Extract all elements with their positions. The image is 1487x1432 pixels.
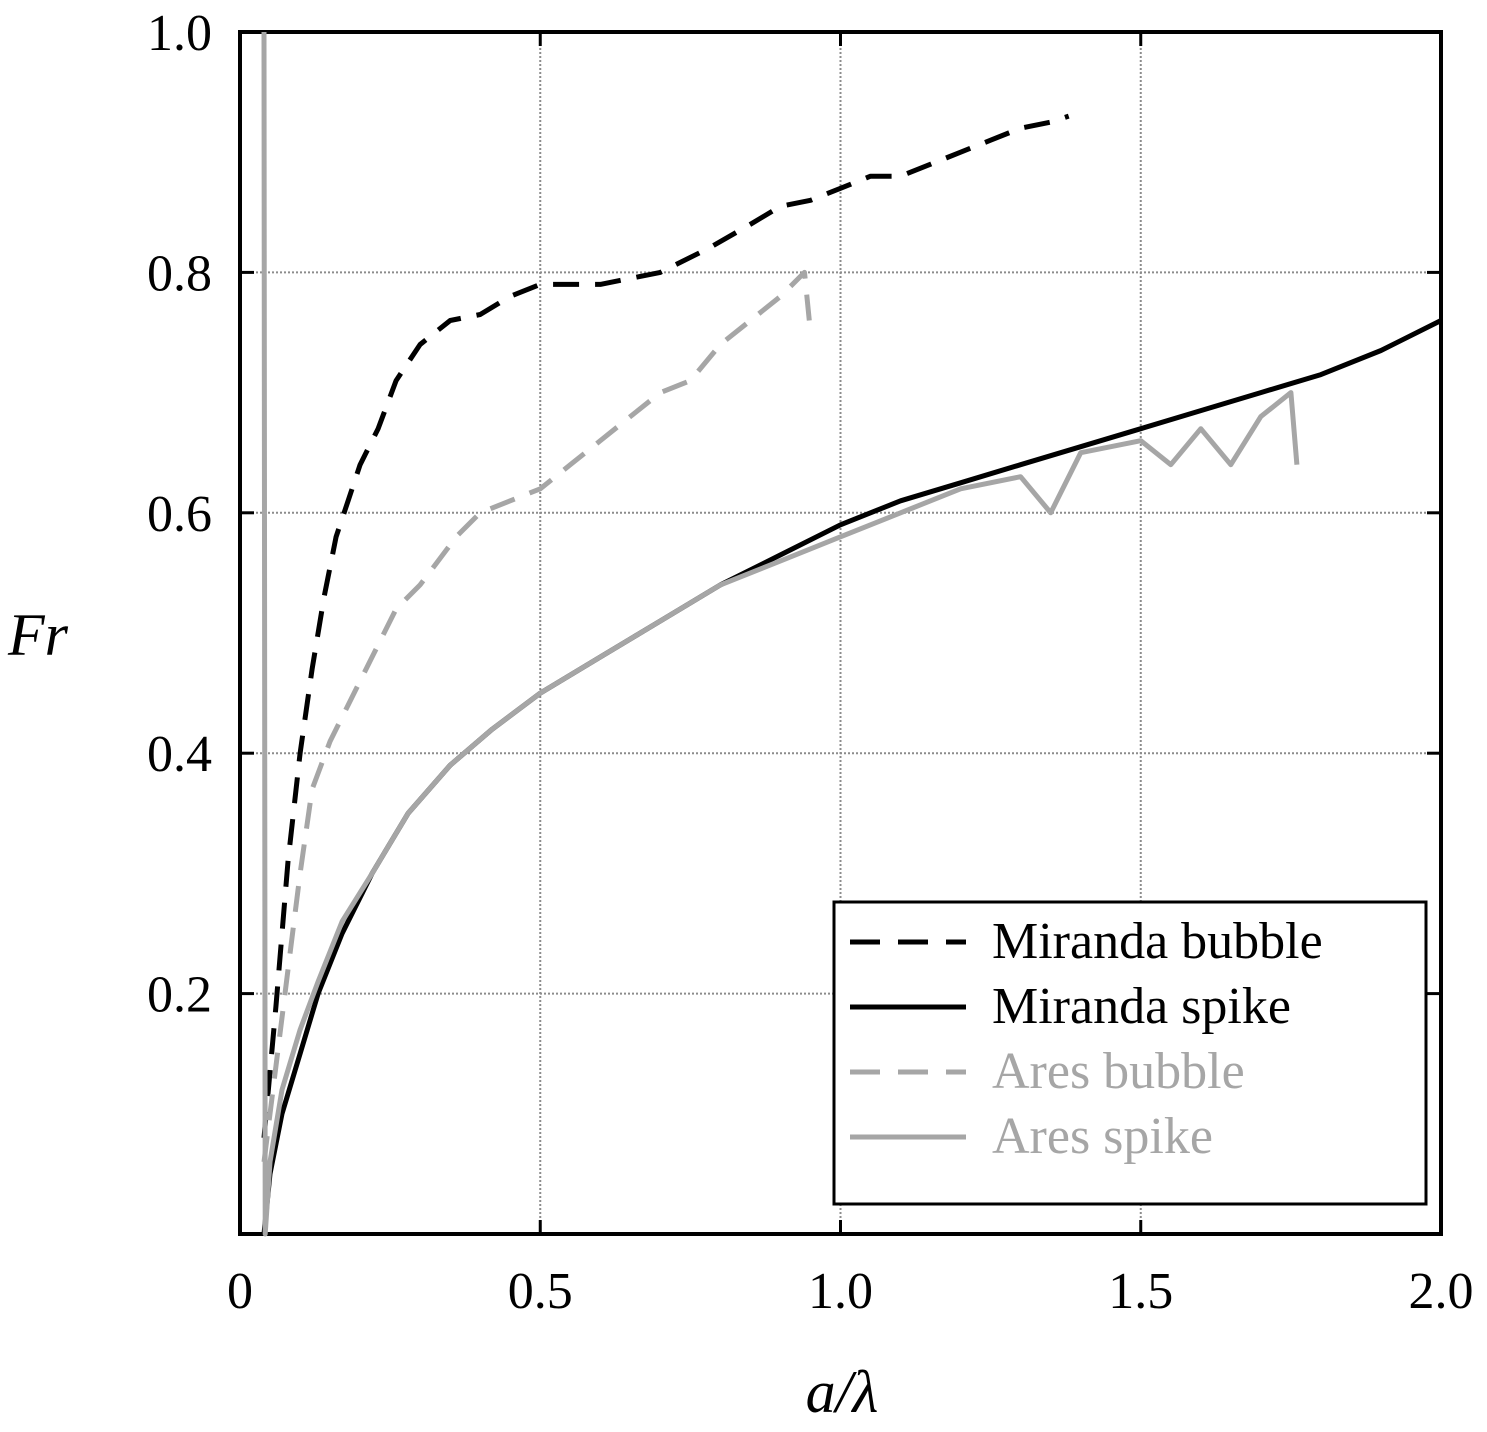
tick-labels: 0 0.5 1.0 1.5 2.0 0.2 0.4 0.6 0.8 1.0 xyxy=(147,5,1474,1320)
y-axis-label: Fr xyxy=(7,602,69,668)
legend-label: Miranda spike xyxy=(992,978,1291,1035)
x-axis-label: a/λ xyxy=(806,1359,879,1425)
series-line-ares-bubble xyxy=(261,269,813,1163)
y-tick-label: 1.0 xyxy=(147,5,212,62)
y-tick-label: 0.2 xyxy=(147,967,212,1024)
legend-label: Ares bubble xyxy=(992,1043,1245,1100)
legend-label: Miranda bubble xyxy=(992,913,1323,970)
y-tick-label: 0.4 xyxy=(147,726,212,783)
x-tick-label: 2.0 xyxy=(1409,1263,1474,1320)
y-tick-label: 0.8 xyxy=(147,245,212,302)
grid-lines xyxy=(240,32,1441,1234)
series-line-ares-spike xyxy=(261,31,1300,1237)
legend: Miranda bubble Miranda spike Ares bubble Ar… xyxy=(832,900,1428,1206)
x-tick-label: 0 xyxy=(227,1263,253,1320)
y-tick-label: 0.6 xyxy=(147,486,212,543)
x-tick-label: 0.5 xyxy=(508,1263,573,1320)
series-line-miranda-bubble xyxy=(261,113,1070,1139)
legend-label: Ares spike xyxy=(992,1108,1213,1165)
tick-marks xyxy=(238,30,1443,1234)
x-tick-label: 1.0 xyxy=(808,1263,873,1320)
series-group xyxy=(261,31,1443,1237)
legend-box xyxy=(832,900,1428,1206)
x-tick-label: 1.5 xyxy=(1108,1263,1173,1320)
